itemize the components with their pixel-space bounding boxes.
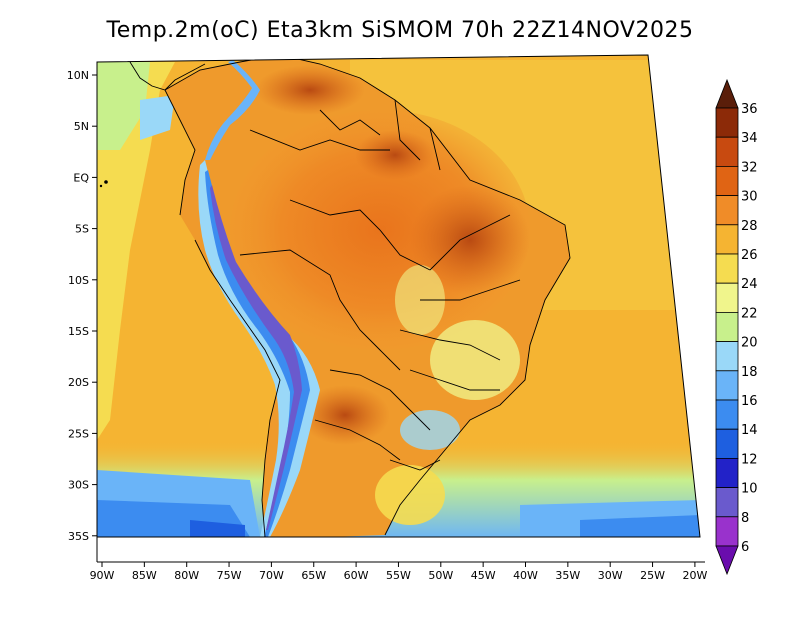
- colorbar-segment: [715, 165, 739, 196]
- country-borders: [164, 55, 571, 537]
- lon-label: 90W: [90, 569, 115, 582]
- venezuela-hot-spot: [255, 65, 365, 115]
- temperature-field: [97, 55, 700, 537]
- colorbar-segment: [715, 428, 739, 459]
- pacific-north-cool: [97, 62, 150, 150]
- colorbar-label: 30: [741, 190, 758, 205]
- colorbar-label: 14: [741, 423, 758, 438]
- south-atlantic-colder: [580, 515, 700, 537]
- lat-label: 15S: [68, 325, 89, 338]
- colorbar-label: 32: [741, 160, 758, 175]
- lon-label: 85W: [132, 569, 157, 582]
- galapagos-dot: [104, 180, 108, 184]
- colorbar-segment: [715, 107, 739, 138]
- lon-label: 40W: [513, 569, 538, 582]
- lat-label: 35S: [68, 530, 89, 543]
- colorbar-label: 36: [741, 102, 758, 117]
- colorbar-segment: [715, 311, 739, 342]
- guiana-hot-spot: [355, 130, 435, 180]
- south-pacific-coldest: [190, 520, 245, 537]
- lon-label: 65W: [301, 569, 326, 582]
- longitude-axis: 90W 85W 80W 75W 70W 65W 60W 55W 50W 45W 40W 35W 30W 2…: [90, 562, 707, 582]
- colorbar-label: 10: [741, 482, 758, 497]
- lat-label: 20S: [68, 376, 89, 389]
- galapagos-dot-2: [99, 184, 103, 188]
- lat-label: 30S: [68, 479, 89, 492]
- uruguay-region: [375, 465, 445, 525]
- andes-coldest-core: [210, 185, 302, 530]
- colorbar-bottom-arrow: [715, 545, 739, 576]
- pacific-cooler-band: [97, 62, 175, 440]
- colorbar: 6 8 10 12 14 16 18 20 22 24 26 28 30 32 34 36: [715, 78, 758, 576]
- lat-label: 10N: [67, 69, 89, 82]
- latitude-axis: 10N 5N EQ 5S 10S 15S 20S 25S 30S 35S: [67, 69, 97, 543]
- colorbar-segment: [715, 457, 739, 488]
- northern-andes-cool: [205, 60, 260, 160]
- colorbar-label: 22: [741, 306, 758, 321]
- lat-label: EQ: [73, 171, 89, 184]
- colorbar-segment: [715, 136, 739, 167]
- lon-label: 45W: [471, 569, 496, 582]
- lon-label: 80W: [174, 569, 199, 582]
- lon-label: 35W: [555, 569, 580, 582]
- colorbar-label: 12: [741, 452, 758, 467]
- colorbar-segment: [715, 282, 739, 313]
- colorbar-label: 28: [741, 219, 758, 234]
- lon-label: 55W: [386, 569, 411, 582]
- lat-label: 10S: [68, 274, 89, 287]
- lon-label: 20W: [682, 569, 707, 582]
- lon-label: 30W: [598, 569, 623, 582]
- colorbar-label: 34: [741, 131, 758, 146]
- colorbar-label: 20: [741, 336, 758, 351]
- figure-title: Temp.2m(oC) Eta3km SiSMOM 70h 22Z14NOV20…: [106, 18, 694, 43]
- colorbar-label: 24: [741, 277, 758, 292]
- colorbar-segment: [715, 224, 739, 255]
- colorbar-label: 26: [741, 248, 758, 263]
- lon-label: 50W: [428, 569, 453, 582]
- colorbar-top-arrow: [715, 78, 739, 109]
- southeast-brazil-cool: [430, 320, 520, 400]
- lat-label: 5S: [75, 223, 89, 236]
- colorbar-label: 8: [741, 511, 749, 526]
- colorbar-label: 16: [741, 394, 758, 409]
- colorbar-segment: [715, 516, 739, 547]
- lat-label: 5N: [74, 120, 89, 133]
- lon-label: 60W: [344, 569, 369, 582]
- pacific-cool-patch: [140, 95, 175, 140]
- northeast-brazil-hot-spot: [410, 185, 530, 295]
- colorbar-segment: [715, 399, 739, 430]
- lon-label: 25W: [640, 569, 665, 582]
- colorbar-segment: [715, 253, 739, 284]
- colorbar-label: 6: [741, 540, 749, 555]
- lat-label: 25S: [68, 427, 89, 440]
- colorbar-segment: [715, 195, 739, 226]
- colorbar-segment: [715, 370, 739, 401]
- central-america-coast: [129, 61, 206, 91]
- chaco-hot-spot: [300, 385, 390, 445]
- colorbar-segment: [715, 487, 739, 518]
- lon-label: 75W: [217, 569, 242, 582]
- colorbar-segment: [715, 341, 739, 372]
- lon-label: 70W: [259, 569, 284, 582]
- colorbar-label: 18: [741, 365, 758, 380]
